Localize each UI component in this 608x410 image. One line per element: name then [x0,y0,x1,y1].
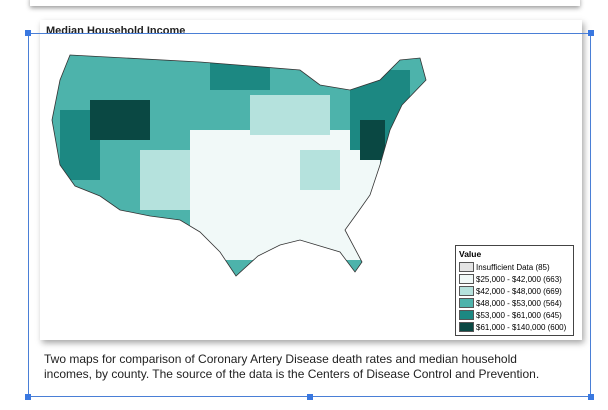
legend-label: $53,000 - $61,000 (645) [476,310,562,320]
legend-swatch [459,298,474,308]
legend-label: Insufficient Data (85) [476,262,550,272]
legend-swatch [459,286,474,296]
selection-frame [28,33,591,397]
legend-swatch [459,274,474,284]
legend-label: $61,000 - $140,000 (600) [476,322,567,332]
legend-item: $53,000 - $61,000 (645) [459,309,570,321]
resize-handle[interactable] [25,30,31,36]
legend-item: Insufficient Data (85) [459,261,570,273]
legend-item: $42,000 - $48,000 (669) [459,285,570,297]
legend: Value Insufficient Data (85) $25,000 - $4… [455,245,574,336]
figure-title: Median Household Income [46,25,186,37]
caption: Two maps for comparison of Coronary Arte… [44,352,540,381]
resize-handle[interactable] [588,30,594,36]
legend-label: $25,000 - $42,000 (663) [476,274,562,284]
legend-item: $25,000 - $42,000 (663) [459,273,570,285]
legend-swatch [459,262,474,272]
resize-handle[interactable] [588,394,594,400]
legend-item: $61,000 - $140,000 (600) [459,321,570,333]
legend-label: $42,000 - $48,000 (669) [476,286,562,296]
legend-swatch [459,310,474,320]
resize-handle[interactable] [25,394,31,400]
legend-label: $48,000 - $53,000 (564) [476,298,562,308]
legend-swatch [459,322,474,332]
previous-figure [30,0,580,6]
legend-item: $48,000 - $53,000 (564) [459,297,570,309]
resize-handle[interactable] [307,394,313,400]
legend-title: Value [459,249,482,259]
